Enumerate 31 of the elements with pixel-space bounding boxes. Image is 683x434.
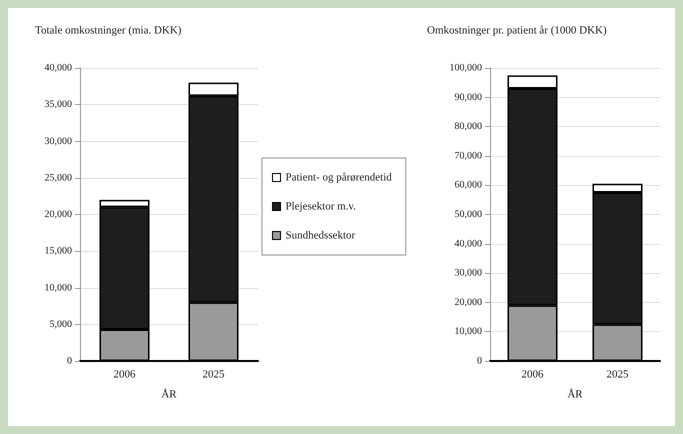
- legend-label: Patient- og pårørendetid: [286, 172, 392, 184]
- x-axis-title: ÅR: [161, 388, 178, 400]
- x-tick-label: 2025: [606, 368, 629, 380]
- y-tick-label: 40,000: [44, 62, 72, 74]
- y-tick-label: 30,000: [44, 136, 72, 147]
- y-tick-label: 0: [477, 356, 482, 366]
- y-tick-label: 30,000: [454, 268, 482, 279]
- y-tick-label: 10,000: [454, 326, 482, 338]
- y-tick-label: 10,000: [44, 282, 72, 294]
- y-tick-label: 15,000: [44, 246, 72, 257]
- y-tick-label: 80,000: [454, 121, 482, 132]
- chart-title: Totale omkostninger (mia. DKK): [35, 24, 182, 36]
- y-tick-label: 70,000: [454, 150, 482, 162]
- x-axis-title: ÅR: [567, 388, 584, 400]
- y-tick-label: 0: [67, 356, 72, 366]
- y-tick-label: 50,000: [454, 209, 482, 220]
- x-tick-label: 2025: [202, 368, 225, 380]
- x-tick-label: 2006: [522, 368, 544, 380]
- y-tick-label: 20,000: [454, 296, 482, 308]
- legend-label: Plejesektor m.v.: [286, 200, 356, 212]
- legend-label: Sundhedssektor: [286, 230, 356, 242]
- y-tick-label: 35,000: [44, 99, 72, 110]
- y-tick-label: 20,000: [44, 209, 72, 220]
- y-tick-label: 25,000: [44, 172, 72, 184]
- y-tick-label: 5,000: [50, 318, 72, 330]
- y-tick-label: 60,000: [454, 180, 482, 191]
- x-tick-label: 2006: [114, 368, 136, 380]
- y-tick-label: 90,000: [454, 92, 482, 103]
- y-tick-label: 100,000: [450, 62, 482, 74]
- y-tick-label: 40,000: [454, 238, 482, 250]
- chart-title: Omkostninger pr. patient år (1000 DKK): [427, 24, 607, 36]
